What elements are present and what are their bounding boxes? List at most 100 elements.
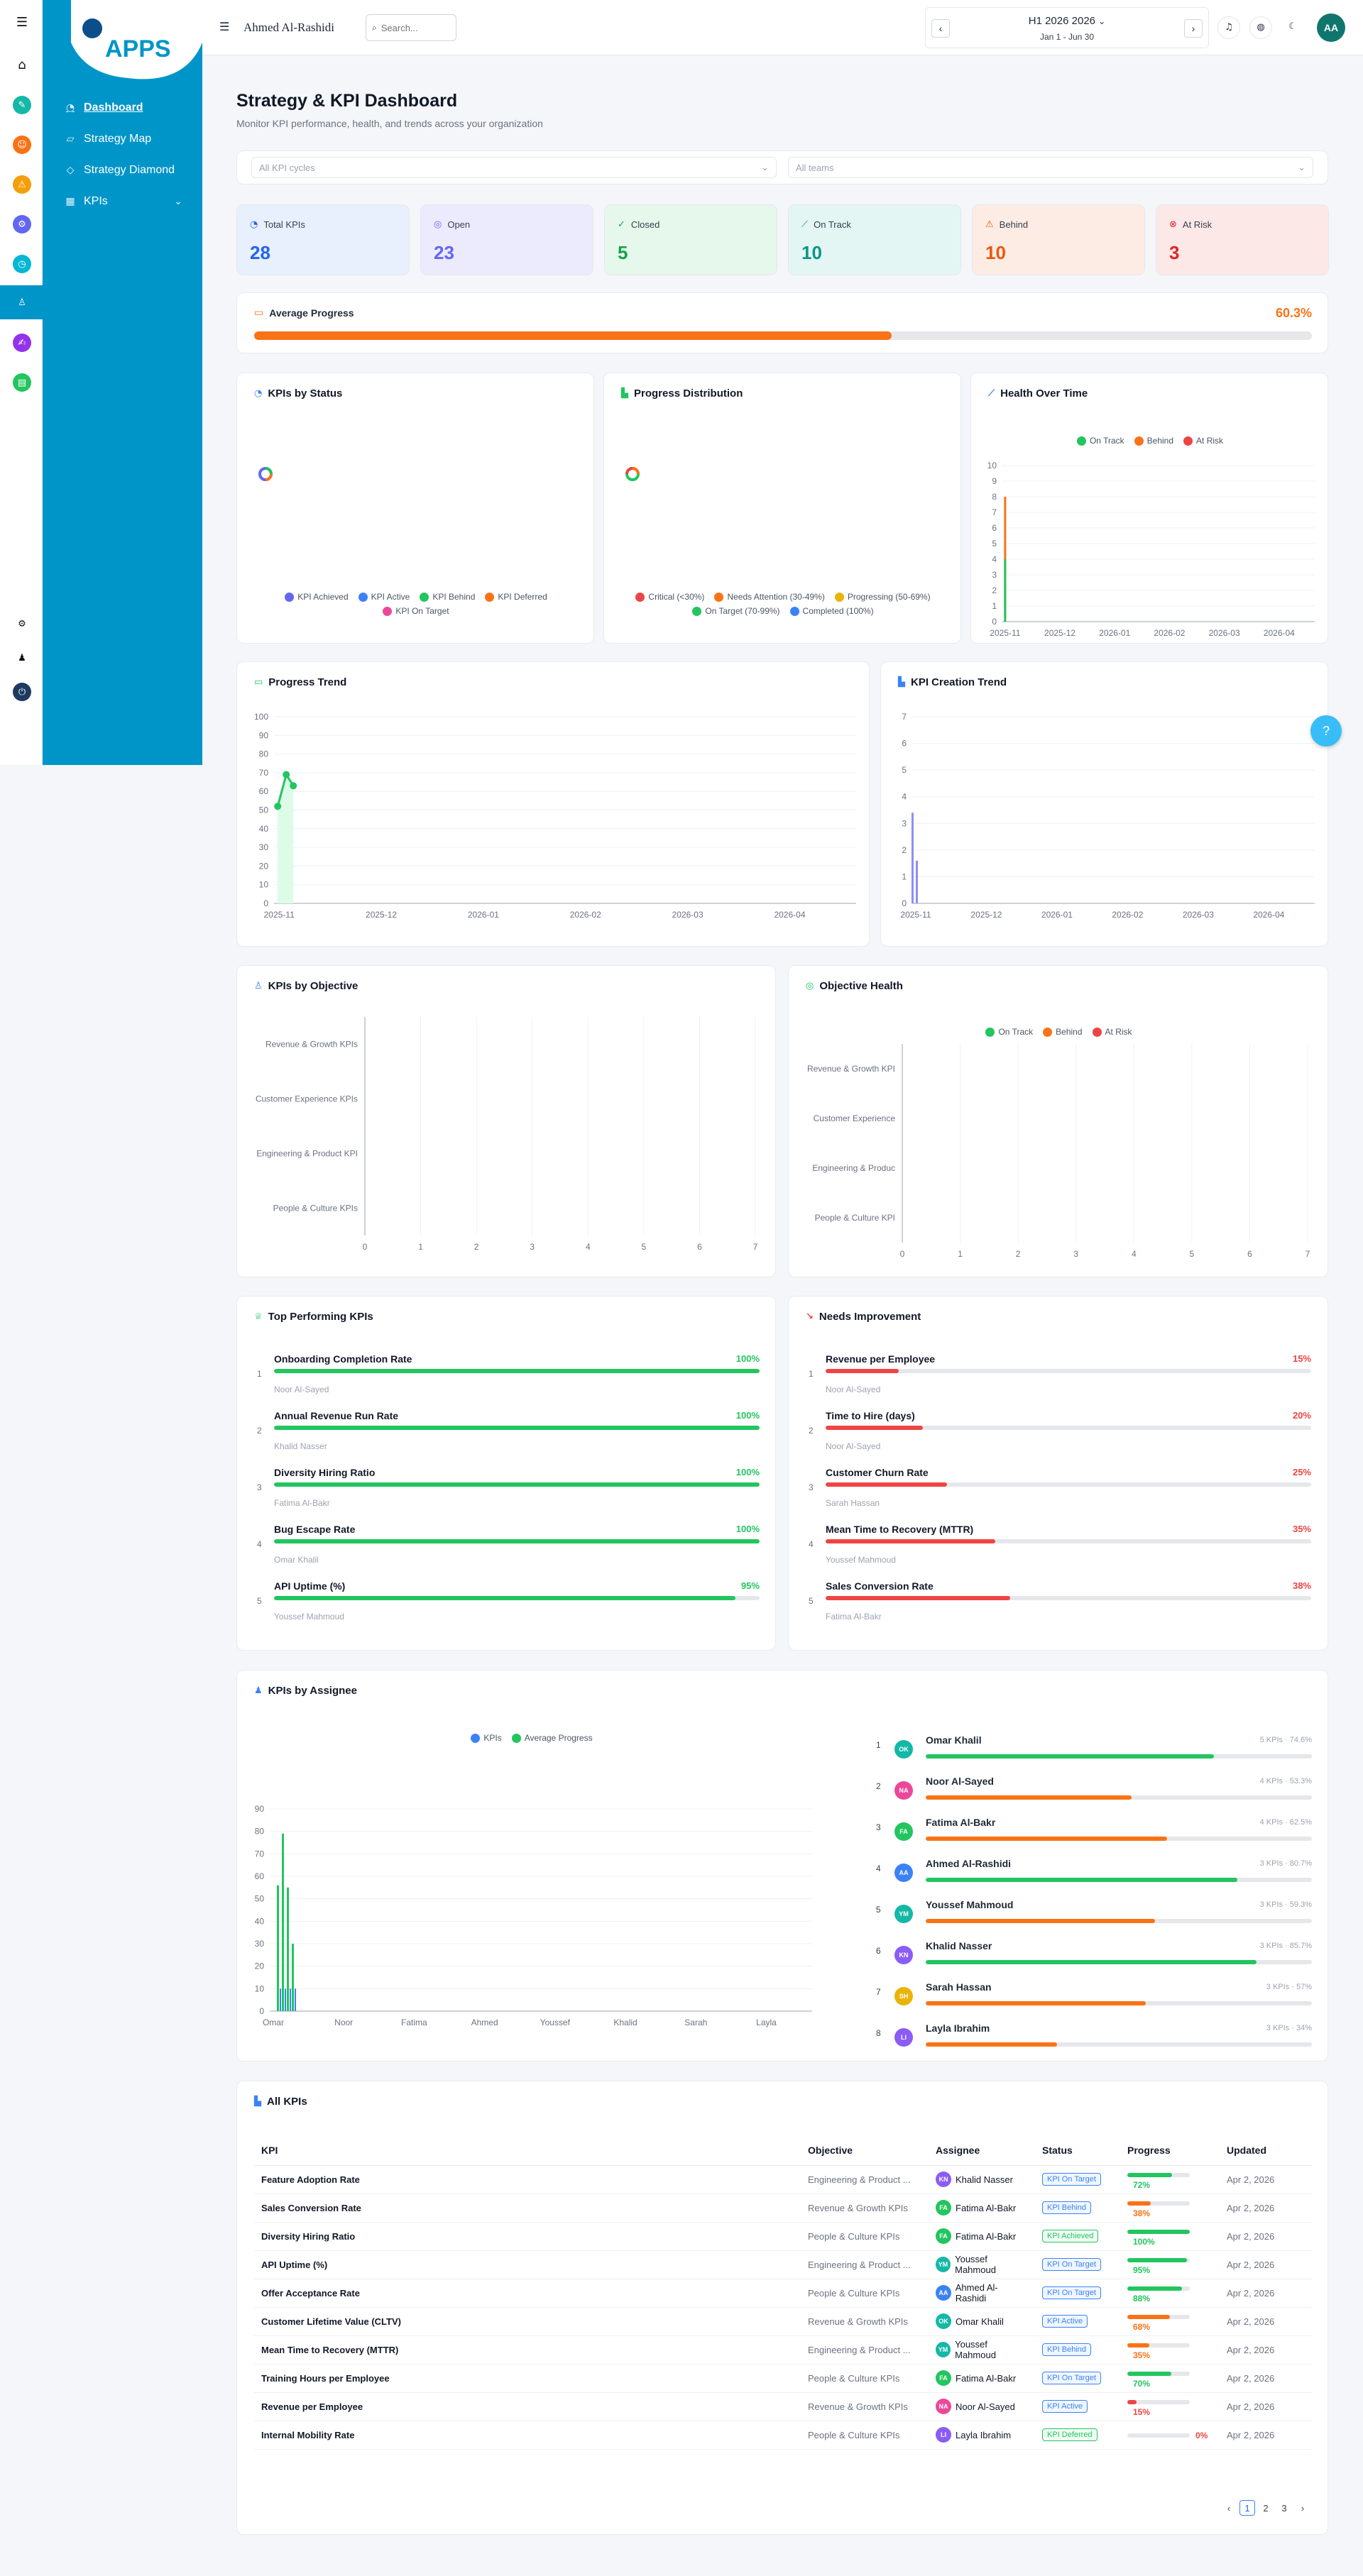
search-box[interactable]: ⌕ (366, 14, 456, 41)
table-row[interactable]: Diversity Hiring Ratio People & Culture K… (254, 2222, 1312, 2251)
x-tick-label: 2026-03 (1209, 628, 1240, 638)
settings-cog-icon[interactable]: ⚙ (13, 215, 31, 233)
table-row[interactable]: Mean Time to Recovery (MTTR) Engineering … (254, 2335, 1312, 2365)
legend-item[interactable]: KPI Active (358, 592, 410, 602)
list-item[interactable]: 4 Mean Time to Recovery (MTTR) 35% Youssef … (809, 1524, 1311, 1565)
legend-item[interactable]: KPI Behind (420, 592, 475, 602)
sidebar-item-dashboard[interactable]: ◔ Dashboard (64, 101, 143, 114)
page-button[interactable]: 3 (1281, 2502, 1287, 2514)
globe-icon[interactable]: ◍ (1249, 16, 1272, 39)
table-row[interactable]: Customer Lifetime Value (CLTV) Revenue & … (254, 2307, 1312, 2336)
gear-icon[interactable]: ⚙ (18, 618, 26, 629)
kpi-cycle-select[interactable]: All KPI cycles ⌄ (251, 157, 777, 178)
column-header[interactable]: Progress (1120, 2135, 1220, 2166)
help-button[interactable]: ? (1310, 715, 1342, 747)
menu-icon[interactable]: ☰ (16, 14, 28, 30)
alert-icon[interactable]: ⚠ (13, 175, 31, 194)
assignee-row[interactable]: 3 FA Fatima Al-Bakr 4 KPIs · 62.5% (876, 1817, 1312, 1852)
y-tick-label: 3 (902, 818, 907, 828)
legend-item[interactable]: Behind (1134, 436, 1173, 446)
clock-icon[interactable]: ◷ (13, 255, 31, 273)
column-header[interactable]: KPI (254, 2135, 801, 2166)
table-row[interactable]: Internal Mobility Rate People & Culture K… (254, 2421, 1312, 2450)
avatar[interactable]: AA (1317, 13, 1345, 42)
top-performing-card: ♕ Top Performing KPIs 1 Onboarding Complet… (236, 1296, 776, 1651)
legend-item[interactable]: Progressing (50-69%) (834, 592, 931, 602)
edit-icon[interactable]: ✍ (13, 334, 31, 352)
page-button[interactable]: 1 (1239, 2500, 1255, 2516)
avatar: LI (936, 2427, 951, 2443)
sidebar-item-strategy-map[interactable]: ▱ Strategy Map (64, 133, 152, 145)
legend-item[interactable]: At Risk (1092, 1027, 1132, 1037)
bell-icon[interactable]: ♫ (1217, 16, 1240, 39)
legend-item[interactable]: KPI Deferred (485, 592, 547, 602)
home-icon[interactable]: ⌂ (18, 57, 26, 72)
moon-icon[interactable]: ☾ (1288, 21, 1297, 32)
assignee-row[interactable]: 4 AA Ahmed Al-Rashidi 3 KPIs · 80.7% (876, 1858, 1312, 1893)
table-row[interactable]: Revenue per Employee Revenue & Growth KPI… (254, 2392, 1312, 2421)
column-header[interactable]: Assignee (929, 2135, 1035, 2166)
category-label: Revenue & Growth KPIs (266, 1040, 358, 1050)
prev-period-button[interactable]: ‹ (931, 19, 950, 38)
assignee-row[interactable]: 8 LI Layla Ibrahim 3 KPIs · 34% (876, 2022, 1312, 2058)
team-select[interactable]: All teams ⌄ (788, 157, 1313, 178)
team-icon[interactable]: ☺ (13, 136, 31, 154)
progress-bar (274, 1539, 760, 1543)
column-header[interactable]: Objective (801, 2135, 929, 2166)
sidebar-toggle-icon[interactable]: ☰ (219, 20, 230, 33)
next-page-button[interactable]: › (1301, 2502, 1305, 2514)
list-item[interactable]: 4 Bug Escape Rate 100% Omar Khalil (257, 1524, 760, 1565)
objective-health-legend: On Track Behind At Risk (803, 1027, 1315, 1037)
next-period-button[interactable]: › (1184, 19, 1203, 38)
assignee-row[interactable]: 7 SH Sarah Hassan 3 KPIs · 57% (876, 1981, 1312, 2017)
legend-item[interactable]: On Target (70-99%) (692, 606, 780, 616)
list-item[interactable]: 3 Diversity Hiring Ratio 100% Fatima Al-Bak… (257, 1467, 760, 1508)
table-row[interactable]: Training Hours per Employee People & Cult… (254, 2364, 1312, 2393)
table-row[interactable]: Feature Adoption Rate Engineering & Produ… (254, 2165, 1312, 2194)
stat-card-4: ⚠ Behind 10 (972, 204, 1145, 275)
assignee-progress-bar (277, 1885, 279, 2011)
legend-item[interactable]: KPI On Target (383, 606, 449, 616)
period-dropdown[interactable]: H1 2026 2026 ⌄ (1028, 15, 1106, 27)
sidebar-item-strategy-diamond[interactable]: ◇ Strategy Diamond (64, 164, 175, 177)
column-header[interactable]: Status (1035, 2135, 1120, 2166)
legend-item[interactable]: Completed (100%) (789, 606, 874, 616)
user-icon[interactable]: ♟ (18, 652, 26, 664)
table-row[interactable]: Offer Acceptance Rate People & Culture KP… (254, 2279, 1312, 2308)
prev-page-button[interactable]: ‹ (1227, 2502, 1231, 2514)
y-tick-label: 9 (992, 476, 997, 486)
list-item[interactable]: 5 API Uptime (%) 95% Youssef Mahmoud (257, 1580, 760, 1622)
legend-item[interactable]: On Track (985, 1027, 1033, 1037)
column-header[interactable]: Updated (1220, 2135, 1312, 2166)
legend-item[interactable]: KPIs (471, 1733, 502, 1743)
assignee-row[interactable]: 5 YM Youssef Mahmoud 3 KPIs · 59.3% (876, 1899, 1312, 1934)
list-item[interactable]: 2 Time to Hire (days) 20% Noor Al-Sayed (809, 1410, 1311, 1451)
legend-item[interactable]: Behind (1043, 1027, 1083, 1037)
table-row[interactable]: Sales Conversion Rate Revenue & Growth KP… (254, 2194, 1312, 2223)
list-item[interactable]: 5 Sales Conversion Rate 38% Fatima Al-Bakr (809, 1580, 1311, 1622)
assignee-row[interactable]: 6 KN Khalid Nasser 3 KPIs · 85.7% (876, 1940, 1312, 1976)
page-button[interactable]: 2 (1263, 2502, 1269, 2514)
list-item[interactable]: 3 Customer Churn Rate 25% Sarah Hassan (809, 1467, 1311, 1508)
list-item[interactable]: 1 Onboarding Completion Rate 100% Noor Al-S… (257, 1353, 760, 1394)
search-input[interactable] (381, 22, 445, 33)
legend-item[interactable]: At Risk (1183, 436, 1223, 446)
report-icon[interactable]: ▤ (13, 373, 31, 392)
legend-item[interactable]: Critical (<30%) (635, 592, 704, 602)
legend-item[interactable]: On Track (1076, 436, 1124, 446)
kpi-creation-chart: 0 1 2 3 4 5 6 7 2025-11 2025-12 2026-01 2026-02 2026… (900, 712, 1315, 920)
assignee-row[interactable]: 1 OK Omar Khalil 5 KPIs · 74.6% (876, 1734, 1312, 1770)
assignee-chart: 0 10 20 30 40 50 60 70 80 90 Omar Noor Fatima Ahmed Yo… (255, 1804, 812, 2027)
legend-item[interactable]: KPI Achieved (285, 592, 349, 602)
assignee-row[interactable]: 2 NA Noor Al-Sayed 4 KPIs · 53.3% (876, 1776, 1312, 1811)
sidebar-item-kpis[interactable]: ▦ KPIs ⌄ (64, 195, 185, 208)
logout-icon[interactable]: ⏻ (13, 683, 31, 701)
table-row[interactable]: API Uptime (%) Engineering & Product ... Y… (254, 2250, 1312, 2279)
list-item[interactable]: 2 Annual Revenue Run Rate 100% Khalid Nasse… (257, 1410, 760, 1451)
legend-item[interactable]: Average Progress (511, 1733, 593, 1743)
legend-item[interactable]: Needs Attention (30-49%) (714, 592, 825, 602)
active-rail-item[interactable]: ♙ (0, 285, 43, 319)
search-icon: ⌕ (372, 22, 377, 33)
strategy-icon[interactable]: ✎ (13, 96, 31, 114)
list-item[interactable]: 1 Revenue per Employee 15% Noor Al-Sayed (809, 1353, 1311, 1394)
